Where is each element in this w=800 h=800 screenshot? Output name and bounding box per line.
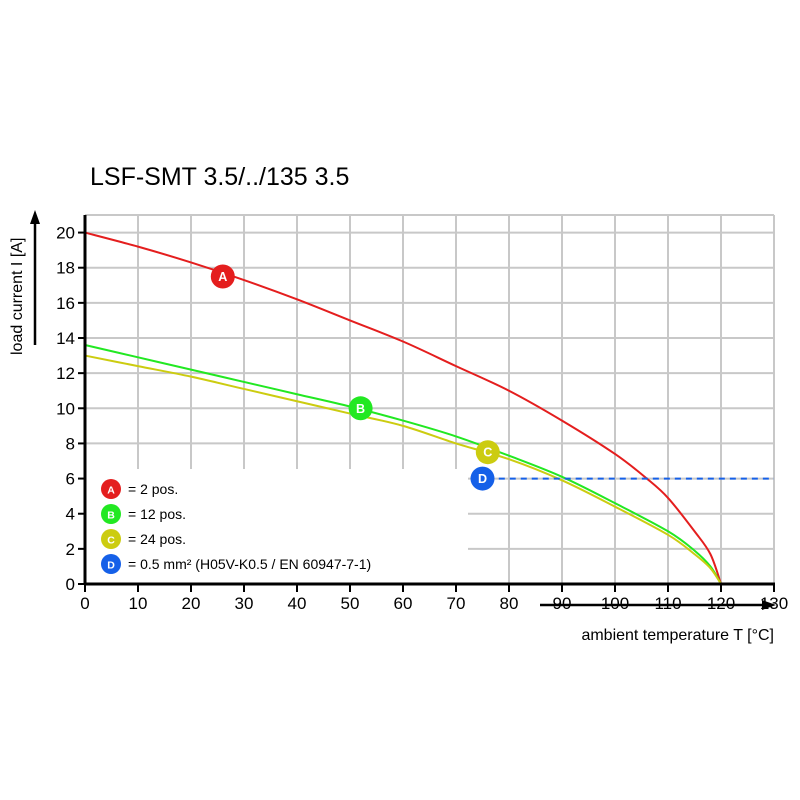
x-tick-label: 130 <box>760 594 788 613</box>
legend-label-d: = 0.5 mm² (H05V-K0.5 / EN 60947-7-1) <box>128 556 371 572</box>
marker-letter: D <box>107 560 115 572</box>
series-marker-b: B <box>348 396 373 421</box>
legend-marker-b: B <box>101 504 121 524</box>
series-line-b <box>84 344 722 585</box>
x-tick-label: 40 <box>288 594 307 613</box>
legend: A = 2 pos. B = 12 pos. C = 24 pos. D = 0.5 mm² … <box>101 479 371 574</box>
marker-letter: C <box>483 446 492 460</box>
x-tick-label: 110 <box>654 594 681 613</box>
series-line-c <box>84 354 722 585</box>
marker-letter: A <box>107 485 115 497</box>
x-tick-label: 80 <box>500 594 519 613</box>
y-tick-label: 18 <box>56 259 75 278</box>
marker-letter: B <box>356 402 365 416</box>
y-tick-label: 8 <box>66 434 75 453</box>
marker-circle <box>101 504 121 524</box>
y-tick-label: 2 <box>66 540 75 559</box>
marker-letter: B <box>107 510 115 522</box>
legend-label-b: = 12 pos. <box>128 506 186 522</box>
series-marker-a: A <box>210 264 235 289</box>
marker-letter: C <box>107 535 115 547</box>
y-axis-label: load current I [A] <box>9 238 26 355</box>
y-tick-label: 4 <box>66 505 75 524</box>
series-marker-d: D <box>470 466 495 491</box>
x-tick-label: 70 <box>447 594 466 613</box>
x-tick-label: 120 <box>707 594 735 613</box>
marker-circle <box>101 529 121 549</box>
x-tick-label: 90 <box>553 594 572 613</box>
marker-letter: A <box>218 270 227 284</box>
legend-label-a: = 2 pos. <box>128 481 178 497</box>
marker-letter: D <box>478 472 487 486</box>
x-tick-label: 50 <box>341 594 360 613</box>
marker-circle <box>101 554 121 574</box>
y-axis-arrow <box>30 210 40 345</box>
axes: 0 10 20 30 40 50 60 70 80 90 100 110 120 130 0 2 4 6 8 10 12… <box>56 215 788 613</box>
x-tick-label: 20 <box>182 594 201 613</box>
x-tick-label: 10 <box>129 594 148 613</box>
legend-marker-d: D <box>101 554 121 574</box>
x-tick-label: 30 <box>235 594 254 613</box>
legend-label-c: = 24 pos. <box>128 531 186 547</box>
legend-background <box>86 469 468 583</box>
chart-title: LSF-SMT 3.5/../135 3.5 <box>90 163 349 191</box>
x-tick-label: 0 <box>80 594 89 613</box>
x-axis-arrow <box>540 600 776 610</box>
y-tick-label: 20 <box>56 224 75 243</box>
marker-circle <box>101 479 121 499</box>
x-axis-label: ambient temperature T [°C] <box>581 627 774 644</box>
marker-circle <box>470 466 495 491</box>
legend-marker-c: C <box>101 529 121 549</box>
series-marker-c: C <box>475 440 500 465</box>
y-tick-label: 10 <box>56 399 75 418</box>
x-tick-label: 60 <box>394 594 413 613</box>
y-tick-label: 16 <box>56 294 75 313</box>
legend-marker-a: A <box>101 479 121 499</box>
x-tick-label: 100 <box>601 594 629 613</box>
y-tick-label: 12 <box>56 364 75 383</box>
y-tick-label: 0 <box>66 575 75 594</box>
marker-circle <box>210 264 235 289</box>
marker-circle <box>348 396 373 421</box>
marker-circle <box>475 440 500 465</box>
y-tick-label: 14 <box>56 329 75 348</box>
y-tick-label: 6 <box>66 470 75 489</box>
